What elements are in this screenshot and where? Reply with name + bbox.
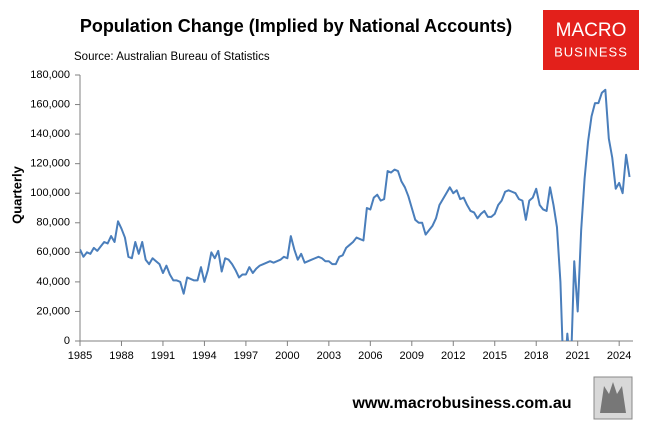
x-tick-label: 2009 (400, 350, 424, 362)
x-tick-label: 2015 (483, 350, 507, 362)
x-tick-label: 2006 (358, 350, 382, 362)
wolf-icon (600, 382, 626, 413)
y-tick-label: 60,000 (36, 246, 70, 258)
x-tick-label: 1997 (234, 350, 258, 362)
y-tick-label: 0 (64, 335, 70, 347)
y-tick-label: 80,000 (36, 217, 70, 229)
x-tick-label: 1988 (109, 350, 133, 362)
y-tick-label: 140,000 (30, 128, 70, 140)
x-tick-label: 2024 (607, 350, 631, 362)
logo-text: MACRO (556, 20, 627, 41)
x-tick-label: 2012 (441, 350, 465, 362)
y-tick-label: 100,000 (30, 187, 70, 199)
data-line (80, 88, 631, 341)
subtitle: Source: Australian Bureau of Statistics (74, 51, 270, 63)
x-tick-label: 1985 (68, 350, 92, 362)
x-tick-label: 2018 (524, 350, 548, 362)
x-tick-label: 1994 (192, 350, 216, 362)
x-tick-label: 2000 (275, 350, 299, 362)
logo-text: BUSINESS (554, 44, 628, 59)
y-tick-label: 160,000 (30, 98, 70, 110)
y-tick-label: 180,000 (30, 69, 70, 81)
y-tick-label: 120,000 (30, 158, 70, 170)
x-tick-label: 2003 (317, 350, 341, 362)
website: www.macrobusiness.com.au (351, 395, 571, 412)
logo (543, 10, 639, 70)
x-tick-label: 1991 (151, 350, 175, 362)
x-tick-label: 2021 (565, 350, 589, 362)
y-tick-label: 40,000 (36, 276, 70, 288)
chart-title: Population Change (Implied by National A… (80, 16, 512, 36)
y-tick-label: 20,000 (36, 305, 70, 317)
y-axis-label: Quarterly (9, 165, 24, 224)
